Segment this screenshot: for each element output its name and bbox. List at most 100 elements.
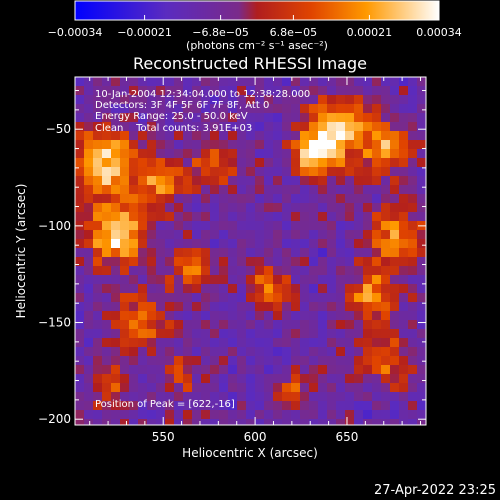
heat-cell [381,392,391,402]
heat-cell [210,212,220,222]
heat-cell [156,320,166,330]
heat-cell [147,257,157,267]
heat-cell [309,248,319,258]
heat-cell [93,248,103,258]
heat-cell [129,158,139,168]
heat-cell [345,401,355,411]
heat-cell [282,95,292,105]
heat-cell [408,77,418,87]
heat-cell [318,329,328,339]
heat-cell [246,230,256,240]
heat-cell [354,356,364,366]
heat-cell [183,365,193,375]
heat-cell [93,221,103,231]
heat-cell [111,365,121,375]
heat-cell [336,212,346,222]
heat-cell [372,203,382,213]
heat-cell [93,365,103,375]
heat-cell [174,248,184,258]
heat-cell [129,356,139,366]
heat-cell [363,149,373,159]
heat-cell [174,140,184,150]
heat-cell [201,374,211,384]
heat-cell [93,347,103,357]
heat-cell [165,194,175,204]
heat-cell [255,374,265,384]
heat-cell [93,185,103,195]
heat-cell [156,104,166,114]
heat-cell [291,185,301,195]
heat-cell [219,302,229,312]
heat-cell [354,185,364,195]
heat-cell [291,329,301,339]
heat-cell [381,122,391,132]
heat-cell [75,419,85,425]
heat-cell [84,140,94,150]
heat-cell [156,338,166,348]
heat-cell [345,311,355,321]
heat-cell [237,347,247,357]
heat-cell [147,113,157,123]
heat-cell [210,221,220,231]
heat-cell [300,311,310,321]
heat-cell [408,149,418,159]
heat-cell [372,311,382,321]
heat-cell [372,185,382,195]
heat-cell [93,176,103,186]
heat-cell [408,410,418,420]
heat-cell [408,338,418,348]
heat-cell [93,131,103,141]
heat-cell [120,122,130,132]
heat-cell [75,149,85,159]
heat-cell [417,230,426,240]
heat-cell [300,149,310,159]
heat-cell [129,248,139,258]
heat-cell [75,239,85,249]
heat-cell [273,212,283,222]
heat-cell [255,77,265,87]
heat-cell [273,347,283,357]
heat-cell [174,383,184,393]
heat-cell [237,419,247,425]
heat-cell [390,203,400,213]
heat-cell [138,167,148,177]
heat-cell [165,257,175,267]
heat-cell [156,113,166,123]
heat-cell [363,311,373,321]
heat-cell [93,203,103,213]
heat-cell [327,275,337,285]
heat-cell [228,140,238,150]
heat-cell [417,176,426,186]
heat-cell [264,104,274,114]
heat-cell [138,212,148,222]
heat-cell [255,194,265,204]
heat-cell [309,374,319,384]
heat-cell [75,131,85,141]
heat-cell [111,410,121,420]
heat-cell [75,212,85,222]
heat-cell [102,194,112,204]
heat-cell [183,329,193,339]
heat-cell [246,410,256,420]
heat-cell [84,383,94,393]
heat-cell [372,239,382,249]
heat-cell [138,275,148,285]
heat-cell [363,401,373,411]
heat-cell [354,239,364,249]
heat-cell [255,167,265,177]
heat-cell [228,248,238,258]
heat-cell [111,275,121,285]
heat-cell [75,95,85,105]
heat-cell [399,230,409,240]
heat-cell [147,347,157,357]
heat-cell [354,329,364,339]
heat-cell [336,113,346,123]
heat-cell [282,122,292,132]
heat-cell [291,284,301,294]
heat-cell [327,95,337,105]
heat-cell [318,113,328,123]
heat-cell [291,194,301,204]
heat-cell [273,194,283,204]
heat-cell [417,293,426,303]
heat-cell [255,221,265,231]
